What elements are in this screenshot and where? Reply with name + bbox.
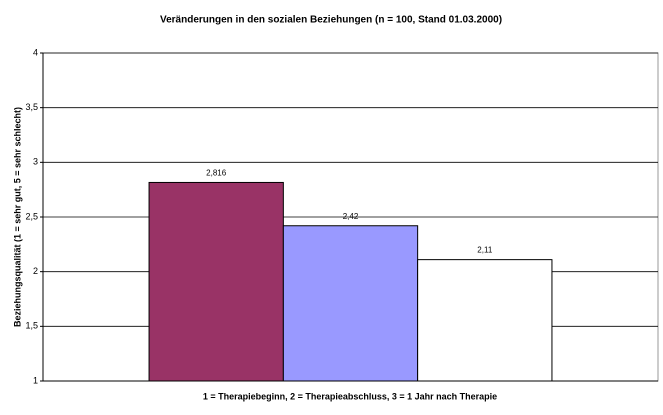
bar xyxy=(148,181,284,382)
y-tick-label: 2 xyxy=(33,266,38,276)
value-label: 2,42 xyxy=(343,212,359,221)
bar xyxy=(417,259,553,382)
y-tick-label: 3,5 xyxy=(25,102,38,112)
value-label: 2,11 xyxy=(477,246,493,255)
bar xyxy=(282,225,419,382)
x-axis-label: 1 = Therapiebeginn, 2 = Therapieabschlus… xyxy=(203,391,497,401)
y-tick-label: 1 xyxy=(33,375,38,385)
y-tick-label: 1,5 xyxy=(25,321,38,331)
y-axis-label: Beziehungsqualität (1 = sehr gut, 5 = se… xyxy=(12,107,22,327)
y-tick-label: 3 xyxy=(33,157,38,167)
y-tick-label: 4 xyxy=(33,47,38,57)
y-tick-label: 2,5 xyxy=(25,211,38,221)
value-label: 2,816 xyxy=(206,169,227,178)
chart-title: Veränderungen in den sozialen Beziehunge… xyxy=(160,15,502,26)
